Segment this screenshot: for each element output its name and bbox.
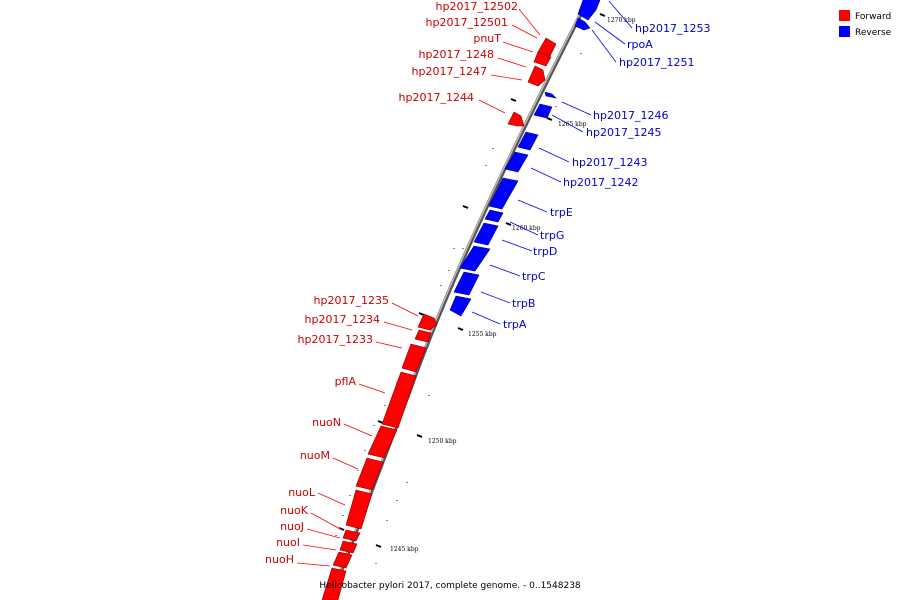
legend-label-reverse: Reverse xyxy=(855,28,892,38)
gene-label-reverse: trpE xyxy=(550,206,573,219)
gene-block-forward[interactable] xyxy=(321,567,347,600)
gene-label-forward: nuoN xyxy=(312,416,341,429)
legend-label-forward: Forward xyxy=(855,12,891,22)
gene-block-reverse[interactable] xyxy=(453,271,480,296)
gene-block-forward[interactable] xyxy=(417,313,438,331)
forward-leader-lines xyxy=(296,8,541,567)
gene-label-forward: pnuT xyxy=(473,32,501,45)
gene-label-reverse: trpG xyxy=(540,229,564,242)
gene-label-forward: nuoI xyxy=(276,536,300,549)
gene-label-forward: hp2017_12502 xyxy=(436,0,518,13)
gene-label-forward: nuoM xyxy=(300,449,330,462)
gene-block-forward[interactable] xyxy=(355,457,384,491)
tick-label: 1260 kbp xyxy=(512,225,541,232)
tick-label: 1270 kbp xyxy=(607,17,636,24)
gene-label-forward: hp2017_1244 xyxy=(399,91,474,104)
gene-label-forward: nuoL xyxy=(288,486,316,499)
tick-label: 1245 kbp xyxy=(390,546,419,553)
legend-swatch-reverse xyxy=(839,26,850,37)
gene-label-reverse: trpB xyxy=(512,297,535,310)
reverse-genes xyxy=(449,0,601,317)
gene-block-forward[interactable] xyxy=(342,529,361,542)
gene-label-forward: nuoH xyxy=(265,553,294,566)
gene-block-forward[interactable] xyxy=(537,37,557,57)
gene-block-reverse[interactable] xyxy=(459,245,491,272)
gene-block-reverse[interactable] xyxy=(484,209,504,223)
gene-block-forward[interactable] xyxy=(507,111,525,127)
gene-label-forward: pflA xyxy=(335,375,357,388)
gene-label-reverse: trpA xyxy=(503,318,527,331)
gene-block-forward[interactable] xyxy=(367,425,398,459)
gene-label-reverse: rpoA xyxy=(627,38,653,51)
gene-label-reverse: trpC xyxy=(522,270,546,283)
gene-label-forward: nuoJ xyxy=(280,520,304,533)
gene-label-forward: hp2017_1234 xyxy=(305,313,380,326)
gene-label-reverse: hp2017_1251 xyxy=(619,56,694,69)
gene-block-forward[interactable] xyxy=(527,65,546,87)
gene-label-reverse: hp2017_1245 xyxy=(586,126,661,139)
gene-block-reverse[interactable] xyxy=(473,222,499,246)
gene-block-forward[interactable] xyxy=(401,343,427,373)
reverse-labels: hp2017_1253 rpoA hp2017_1251 hp2017_1246… xyxy=(503,22,710,331)
map-caption: Helicobacter pylori 2017, complete genom… xyxy=(319,581,581,591)
gene-label-forward: hp2017_1247 xyxy=(412,65,487,78)
gene-block-reverse[interactable] xyxy=(533,103,553,119)
legend-swatch-forward xyxy=(839,10,850,21)
gene-label-reverse: hp2017_1246 xyxy=(593,109,668,122)
gene-label-reverse: hp2017_1243 xyxy=(572,156,647,169)
gene-block-forward[interactable] xyxy=(533,51,552,67)
forward-genes xyxy=(321,37,557,600)
gene-label-reverse: hp2017_1253 xyxy=(635,22,710,35)
tick-label: 1255 kbp xyxy=(468,331,497,338)
gene-block-forward[interactable] xyxy=(414,329,432,343)
gene-label-forward: nuoK xyxy=(280,504,309,517)
gene-label-forward: hp2017_1233 xyxy=(298,333,373,346)
gene-block-reverse[interactable] xyxy=(449,295,472,317)
gene-block-reverse[interactable] xyxy=(544,91,557,99)
gene-block-forward[interactable] xyxy=(381,371,417,429)
major-ticks: 1270 kbp 1265 kbp 1260 kbp 1255 kbp 1250… xyxy=(338,13,636,553)
gene-label-forward: hp2017_1248 xyxy=(419,48,494,61)
forward-labels: hp2017_12502 hp2017_12501 pnuT hp2017_12… xyxy=(265,0,518,566)
gene-block-forward[interactable] xyxy=(332,551,353,569)
gene-block-forward[interactable] xyxy=(345,489,373,530)
reverse-leader-lines xyxy=(471,0,633,325)
gene-block-forward[interactable] xyxy=(339,540,358,554)
gene-label-forward: hp2017_1235 xyxy=(314,294,389,307)
gene-block-reverse[interactable] xyxy=(574,17,591,31)
gene-label-reverse: trpD xyxy=(533,245,557,258)
tick-label: 1250 kbp xyxy=(428,438,457,445)
gene-block-reverse[interactable] xyxy=(488,177,519,210)
gene-label-reverse: hp2017_1242 xyxy=(563,176,638,189)
legend: Forward Reverse xyxy=(839,10,892,38)
gene-block-reverse[interactable] xyxy=(504,151,529,173)
gene-block-reverse[interactable] xyxy=(517,131,539,151)
gene-label-forward: hp2017_12501 xyxy=(426,16,508,29)
gene-block-reverse[interactable] xyxy=(577,0,601,21)
tick-label: 1265 kbp xyxy=(558,121,587,128)
